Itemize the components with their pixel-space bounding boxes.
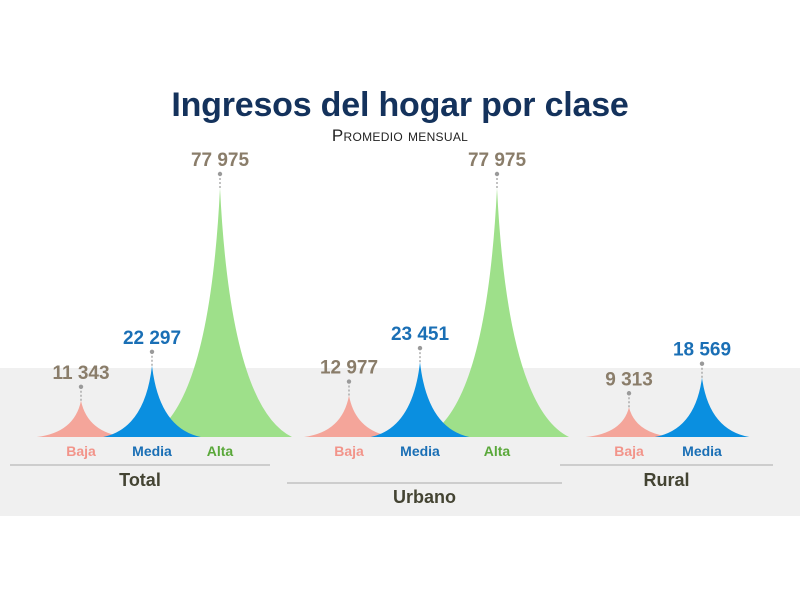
group-label-total: Total	[119, 470, 161, 490]
bar-urbano-alta	[425, 188, 569, 437]
leader-dot-rural-baja	[626, 391, 632, 396]
leader-dot-urbano-baja	[346, 379, 352, 384]
category-label-urbano-media: Media	[400, 443, 440, 459]
value-label-urbano-media: 23 451	[391, 324, 450, 345]
bar-total-baja	[36, 400, 126, 437]
category-label-total-baja: Baja	[66, 443, 96, 459]
leader-dot-total-baja	[78, 384, 84, 389]
leader-dot-urbano-media	[417, 345, 423, 351]
group-label-rural: Rural	[643, 470, 689, 490]
category-label-rural-baja: Baja	[614, 443, 644, 459]
chart-subtitle: Promedio mensual	[331, 126, 469, 145]
leader-dot-total-media	[149, 349, 155, 354]
leader-dot-urbano-alta	[494, 171, 500, 177]
value-label-rural-media: 18 569	[673, 340, 731, 361]
value-label-urbano-alta: 77 975	[468, 150, 527, 171]
category-label-total-alta: Alta	[207, 443, 234, 459]
bar-rural-media	[654, 377, 750, 437]
value-label-total-alta: 77 975	[191, 150, 250, 171]
chart-title: Ingresos del hogar por clase	[171, 86, 629, 124]
value-label-rural-baja: 9 313	[605, 369, 653, 390]
bar-total-alta	[148, 188, 292, 437]
leader-dot-total-alta	[217, 171, 223, 177]
category-label-rural-media: Media	[682, 443, 722, 459]
background-band	[0, 368, 800, 516]
group-label-urbano: Urbano	[393, 487, 456, 507]
bar-urbano-media	[370, 362, 470, 437]
bar-urbano-baja	[304, 395, 394, 437]
category-label-urbano-alta: Alta	[484, 443, 511, 459]
bar-total-media	[103, 365, 201, 437]
leader-dot-rural-media	[699, 361, 705, 366]
value-label-urbano-baja: 12 977	[320, 358, 378, 379]
value-label-total-media: 22 297	[123, 328, 181, 349]
value-label-total-baja: 11 343	[52, 363, 109, 384]
category-label-urbano-baja: Baja	[334, 443, 364, 459]
bar-rural-baja	[585, 407, 673, 437]
category-label-total-media: Media	[132, 443, 172, 459]
